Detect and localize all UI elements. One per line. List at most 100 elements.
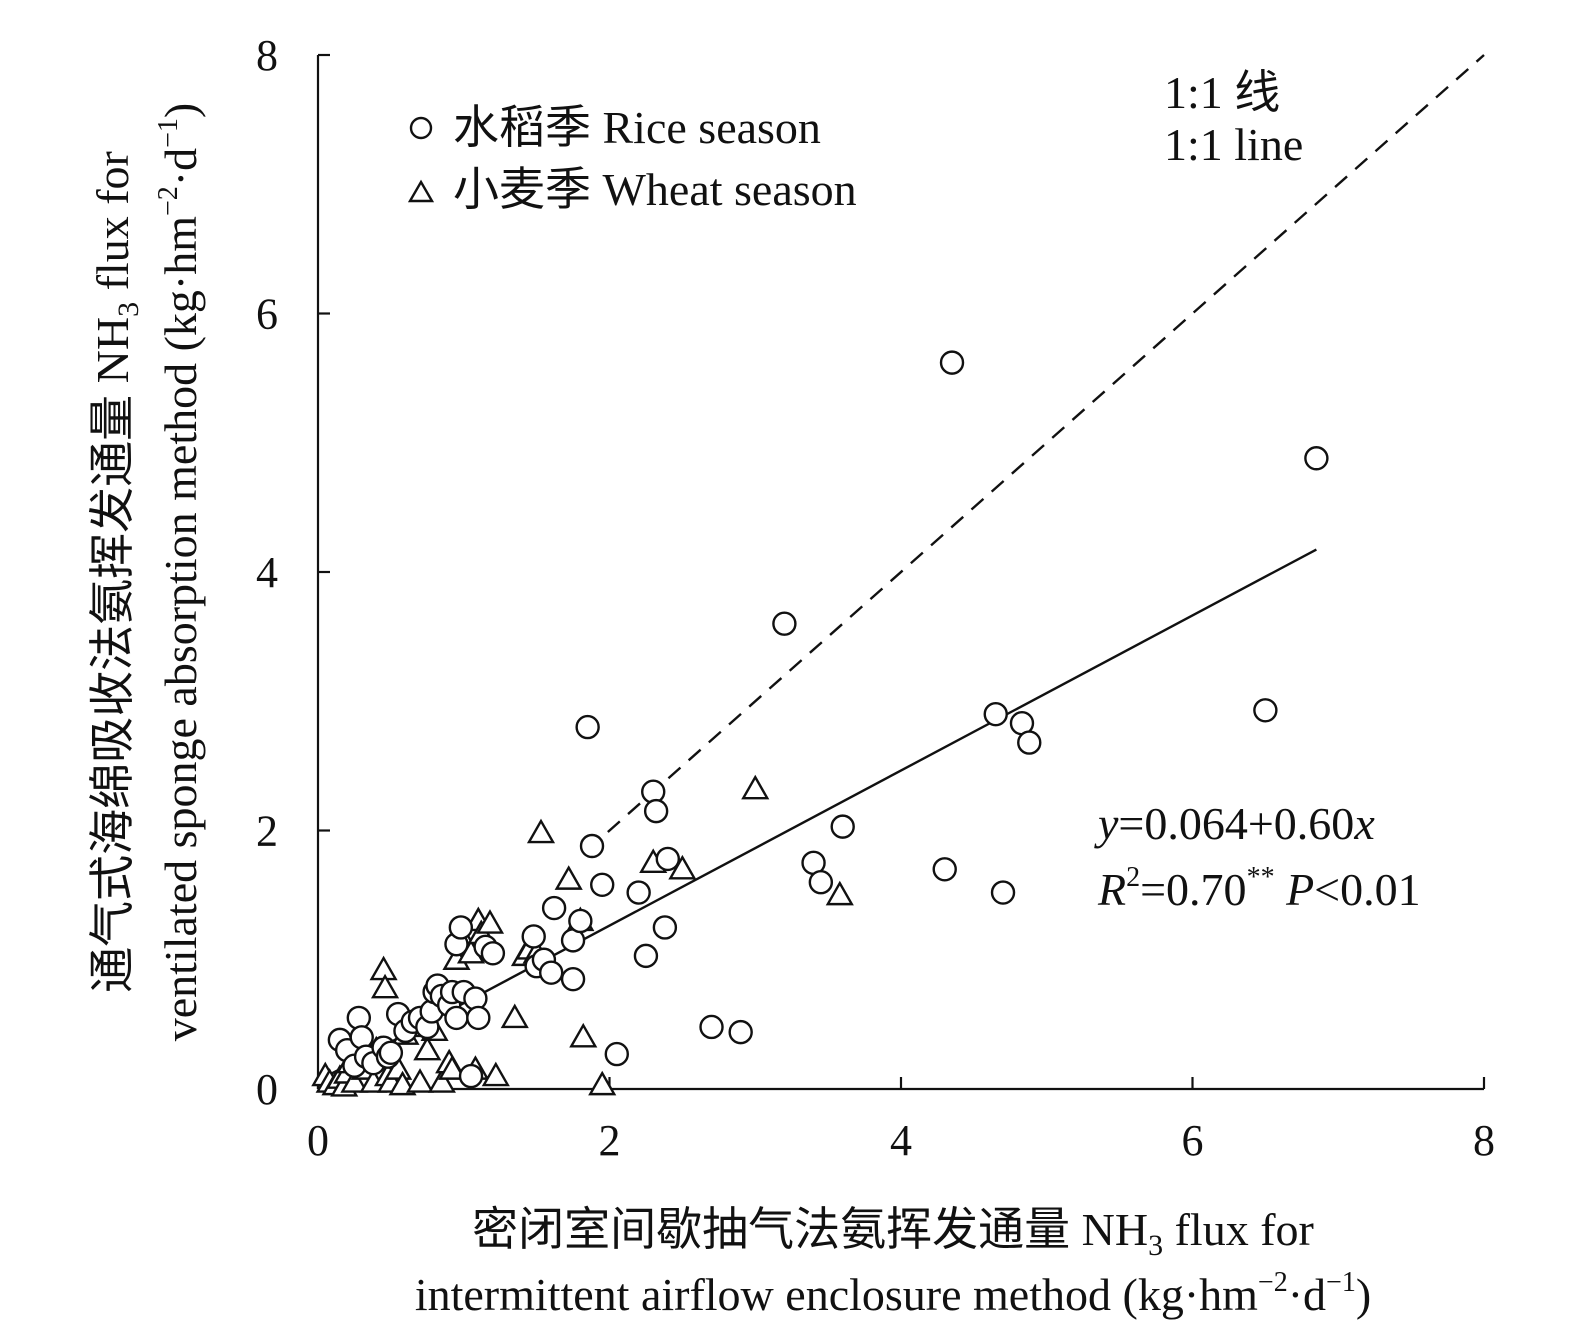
r-value: =0.70 <box>1140 864 1246 915</box>
wheat-season-point <box>554 865 583 890</box>
y-title-l2-suffix: ) <box>155 103 206 118</box>
wheat-season-point <box>413 1035 442 1061</box>
rice-season-point <box>932 857 957 882</box>
wheat-season-point <box>741 774 770 800</box>
y-title-l1-prefix: 通气式海绵吸收法氨挥发通量 NH <box>87 317 138 993</box>
legend: 水稻季 Rice season 小麦季 Wheat season <box>407 102 857 215</box>
x-tick-label: 8 <box>1473 1116 1495 1165</box>
rice-season-point <box>560 966 586 992</box>
ref-line-label-chinese: 1:1 线 <box>1164 67 1280 118</box>
wheat-season-point <box>481 1061 510 1087</box>
rice-season-point <box>633 943 659 969</box>
rice-season-point <box>939 350 965 375</box>
rice-season-point <box>579 833 605 859</box>
x-tick-label: 4 <box>890 1116 912 1165</box>
rice-season-point <box>699 1014 724 1040</box>
rice-season-point <box>1304 446 1329 471</box>
rice-season-point <box>590 872 615 897</box>
wheat-season-point <box>526 818 556 844</box>
wheat-season-point <box>340 1068 369 1093</box>
rice-season-point <box>575 714 600 740</box>
legend-wheat-marker-icon <box>407 179 435 203</box>
wheat-season-point <box>475 909 505 934</box>
x-title-l1-prefix: 密闭室间歇抽气法氨挥发通量 NH <box>472 1204 1148 1255</box>
legend-rice-marker-icon <box>409 116 433 140</box>
wheat-season-point <box>370 973 400 999</box>
rice-season-point <box>539 960 564 985</box>
x-title-l2-mid: ·d <box>1288 1269 1326 1320</box>
rice-season-point <box>728 1019 753 1045</box>
x-title-l2-prefix: intermittent airflow enclosure method (k… <box>415 1269 1258 1320</box>
rice-season-point <box>983 701 1008 727</box>
x-tick-label: 2 <box>599 1116 621 1165</box>
y-title-l2-prefix: ventilated sponge absorption method (kg·… <box>155 216 206 1042</box>
rice-season-point <box>808 870 834 895</box>
r-sup: 2 <box>1126 862 1140 893</box>
ref-line-label-english: 1:1 line <box>1164 119 1303 170</box>
x-tick-label: 6 <box>1182 1116 1204 1165</box>
legend-rice-label: 水稻季 Rice season <box>453 102 821 153</box>
y-tick-label: 4 <box>256 548 278 597</box>
rice-season-point <box>480 941 506 966</box>
x-title-l2-suffix: ) <box>1356 1269 1371 1320</box>
rice-season-point <box>772 611 797 636</box>
x-axis-title-line2: intermittent airflow enclosure method (k… <box>415 1267 1371 1320</box>
y-title-l2-mid: ·d <box>155 148 206 186</box>
rice-season-point <box>568 908 593 934</box>
y-tick-label: 2 <box>256 807 278 856</box>
r-squared-statistic: R2=0.70** P<0.01 <box>1097 862 1421 915</box>
reference-line-label: 1:1 线 1:1 line <box>1164 67 1303 170</box>
data-points <box>311 350 1329 1097</box>
y-tick-label: 8 <box>256 31 278 80</box>
rice-season-point <box>626 880 651 905</box>
wheat-season-point <box>588 1070 617 1096</box>
x-tick-label: 0 <box>307 1116 329 1165</box>
y-axis-title-line2: ventilated sponge absorption method (kg·… <box>153 103 206 1042</box>
y-axis-title-line1: 通气式海绵吸收法氨挥发通量 NH3 flux for <box>87 151 145 993</box>
x-title-l2-sup1: −2 <box>1258 1267 1288 1298</box>
wheat-season-point <box>825 880 854 906</box>
y-title-l2-sup2: −1 <box>153 118 184 148</box>
eq-y-var: y <box>1094 798 1119 849</box>
regression-equation: y=0.064+0.60x <box>1094 798 1375 849</box>
eq-body: =0.064+0.60 <box>1118 798 1354 849</box>
wheat-season-point <box>569 1022 598 1048</box>
wheat-season-point <box>668 854 697 880</box>
rice-season-point <box>830 814 855 839</box>
x-axis-title: 密闭室间歇抽气法氨挥发通量 NH3 flux for intermittent … <box>415 1204 1371 1320</box>
axis-ticks <box>316 53 1486 1091</box>
wheat-season-point <box>438 1055 467 1080</box>
rice-season-point <box>541 895 567 921</box>
p-symbol: P <box>1275 864 1315 915</box>
wheat-season-point <box>427 1068 456 1093</box>
y-title-l2-sup1: −2 <box>153 186 184 216</box>
regression-annotation: y=0.064+0.60x R2=0.70** P<0.01 <box>1094 798 1421 915</box>
p-value: <0.01 <box>1314 864 1420 915</box>
wheat-season-point <box>405 1068 435 1093</box>
rice-season-point <box>521 924 546 949</box>
y-tick-label: 0 <box>256 1065 278 1114</box>
rice-season-point <box>466 1005 491 1031</box>
rice-season-point <box>458 1063 484 1089</box>
rice-season-point <box>448 915 474 940</box>
rice-season-point <box>643 798 669 824</box>
y-tick-label: 6 <box>256 290 278 339</box>
y-title-l1-sub: 3 <box>112 302 145 317</box>
x-title-l1-sub: 3 <box>1148 1229 1163 1262</box>
rice-season-point <box>604 1041 629 1067</box>
rice-season-point <box>444 1005 469 1031</box>
x-title-l1-suffix: flux for <box>1163 1204 1314 1255</box>
y-axis-title: 通气式海绵吸收法氨挥发通量 NH3 flux for ventilated sp… <box>87 103 206 1042</box>
rice-season-point <box>655 846 680 872</box>
regression-fit-line <box>321 548 1317 1080</box>
wheat-season-point <box>500 1003 529 1029</box>
rice-season-point <box>990 880 1016 905</box>
wheat-season-point <box>369 955 398 981</box>
r-symbol: R <box>1097 864 1126 915</box>
eq-x-var: x <box>1353 798 1375 849</box>
axis-tick-labels: 0 2 4 6 8 0 2 4 6 8 <box>256 31 1495 1165</box>
rice-season-point <box>1253 698 1278 723</box>
y-title-l1-suffix: flux for <box>87 151 138 302</box>
x-title-l2-sup2: −1 <box>1326 1267 1356 1298</box>
